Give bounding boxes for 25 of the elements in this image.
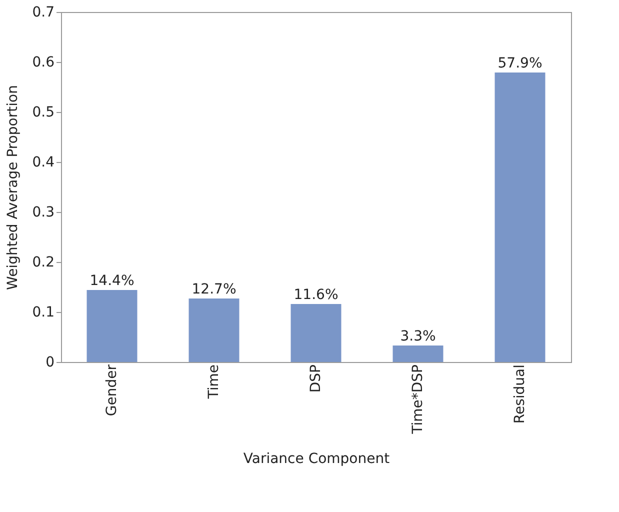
data-label: 57.9% xyxy=(498,56,542,72)
x-tick-label: Gender xyxy=(104,364,120,416)
y-tick-label: 0.3 xyxy=(32,204,54,220)
x-tick-label: DSP xyxy=(308,364,324,393)
y-tick-label: 0.4 xyxy=(32,154,55,170)
data-label: 3.3% xyxy=(400,328,436,344)
y-tick-label: 0.5 xyxy=(32,104,54,120)
y-tick-label: 0.6 xyxy=(32,54,55,70)
x-tick-label: Time*DSP xyxy=(410,364,426,435)
bar xyxy=(392,346,444,362)
data-label: 11.6% xyxy=(294,287,338,303)
x-tick-label: Residual xyxy=(512,364,528,424)
data-label: 12.7% xyxy=(192,282,236,298)
bar xyxy=(188,298,240,362)
bar xyxy=(290,304,342,362)
bar xyxy=(494,72,546,362)
data-label: 14.4% xyxy=(90,273,134,289)
bar xyxy=(86,290,138,362)
x-axis-title: Variance Component xyxy=(243,450,390,467)
y-tick-label: 0 xyxy=(46,354,54,370)
y-axis-title: Weighted Average Proportion xyxy=(5,85,22,290)
y-tick-label: 0.2 xyxy=(32,254,54,270)
y-tick-label: 0.1 xyxy=(32,304,54,320)
x-tick-label: Time xyxy=(206,364,222,400)
y-tick-label: 0.7 xyxy=(32,4,54,20)
